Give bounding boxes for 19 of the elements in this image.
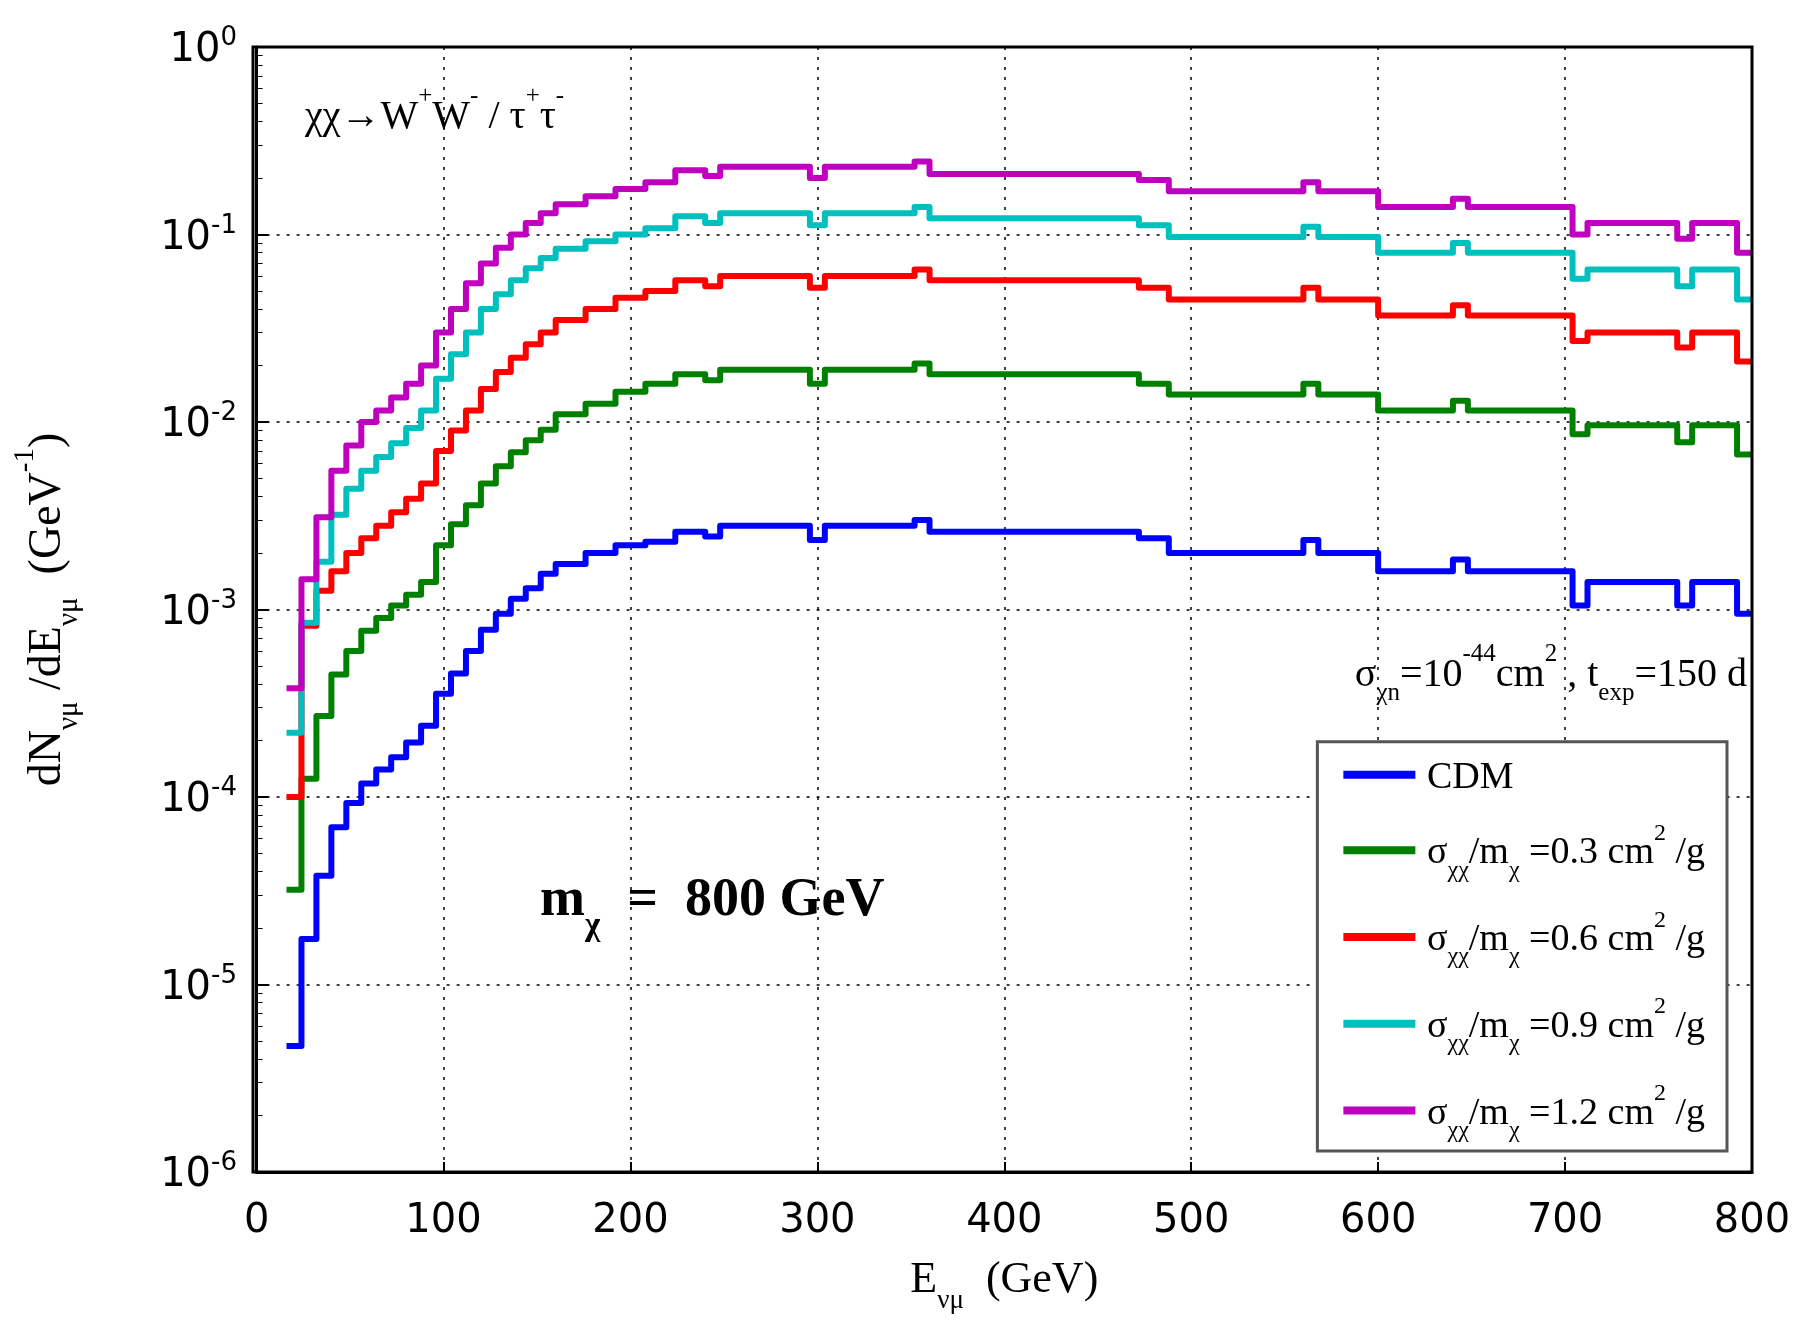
x-tick-label: 100 [405, 1195, 482, 1241]
y-tick-label: 10$^{0}$ [169, 21, 237, 72]
x-tick-label: 300 [779, 1195, 856, 1241]
y-tick-label: 10$^{-1}$ [160, 208, 237, 260]
x-tick-label: 700 [1526, 1195, 1604, 1241]
y-tick-label: 10$^{-3}$ [160, 583, 237, 635]
legend-label: CDM [1427, 753, 1514, 796]
y-axis-title: dNνμ /dEνμ (GeV-1) [6, 432, 84, 787]
x-tick-label: 500 [1153, 1195, 1230, 1241]
y-tick-label: 10$^{-6}$ [160, 1146, 237, 1197]
y-tick-label: 10$^{-5}$ [160, 958, 237, 1010]
x-tick-label: 400 [966, 1195, 1043, 1241]
y-tick-label: 10$^{-2}$ [160, 396, 237, 447]
annotation: χχ→W+W- / τ+τ- [304, 81, 565, 137]
x-tick-label: 200 [592, 1195, 669, 1241]
y-tick-label: 10$^{-4}$ [160, 771, 237, 822]
x-tick-label: 600 [1339, 1195, 1417, 1241]
x-tick-label: 0 [243, 1195, 270, 1241]
x-tick-label: 800 [1713, 1195, 1791, 1241]
